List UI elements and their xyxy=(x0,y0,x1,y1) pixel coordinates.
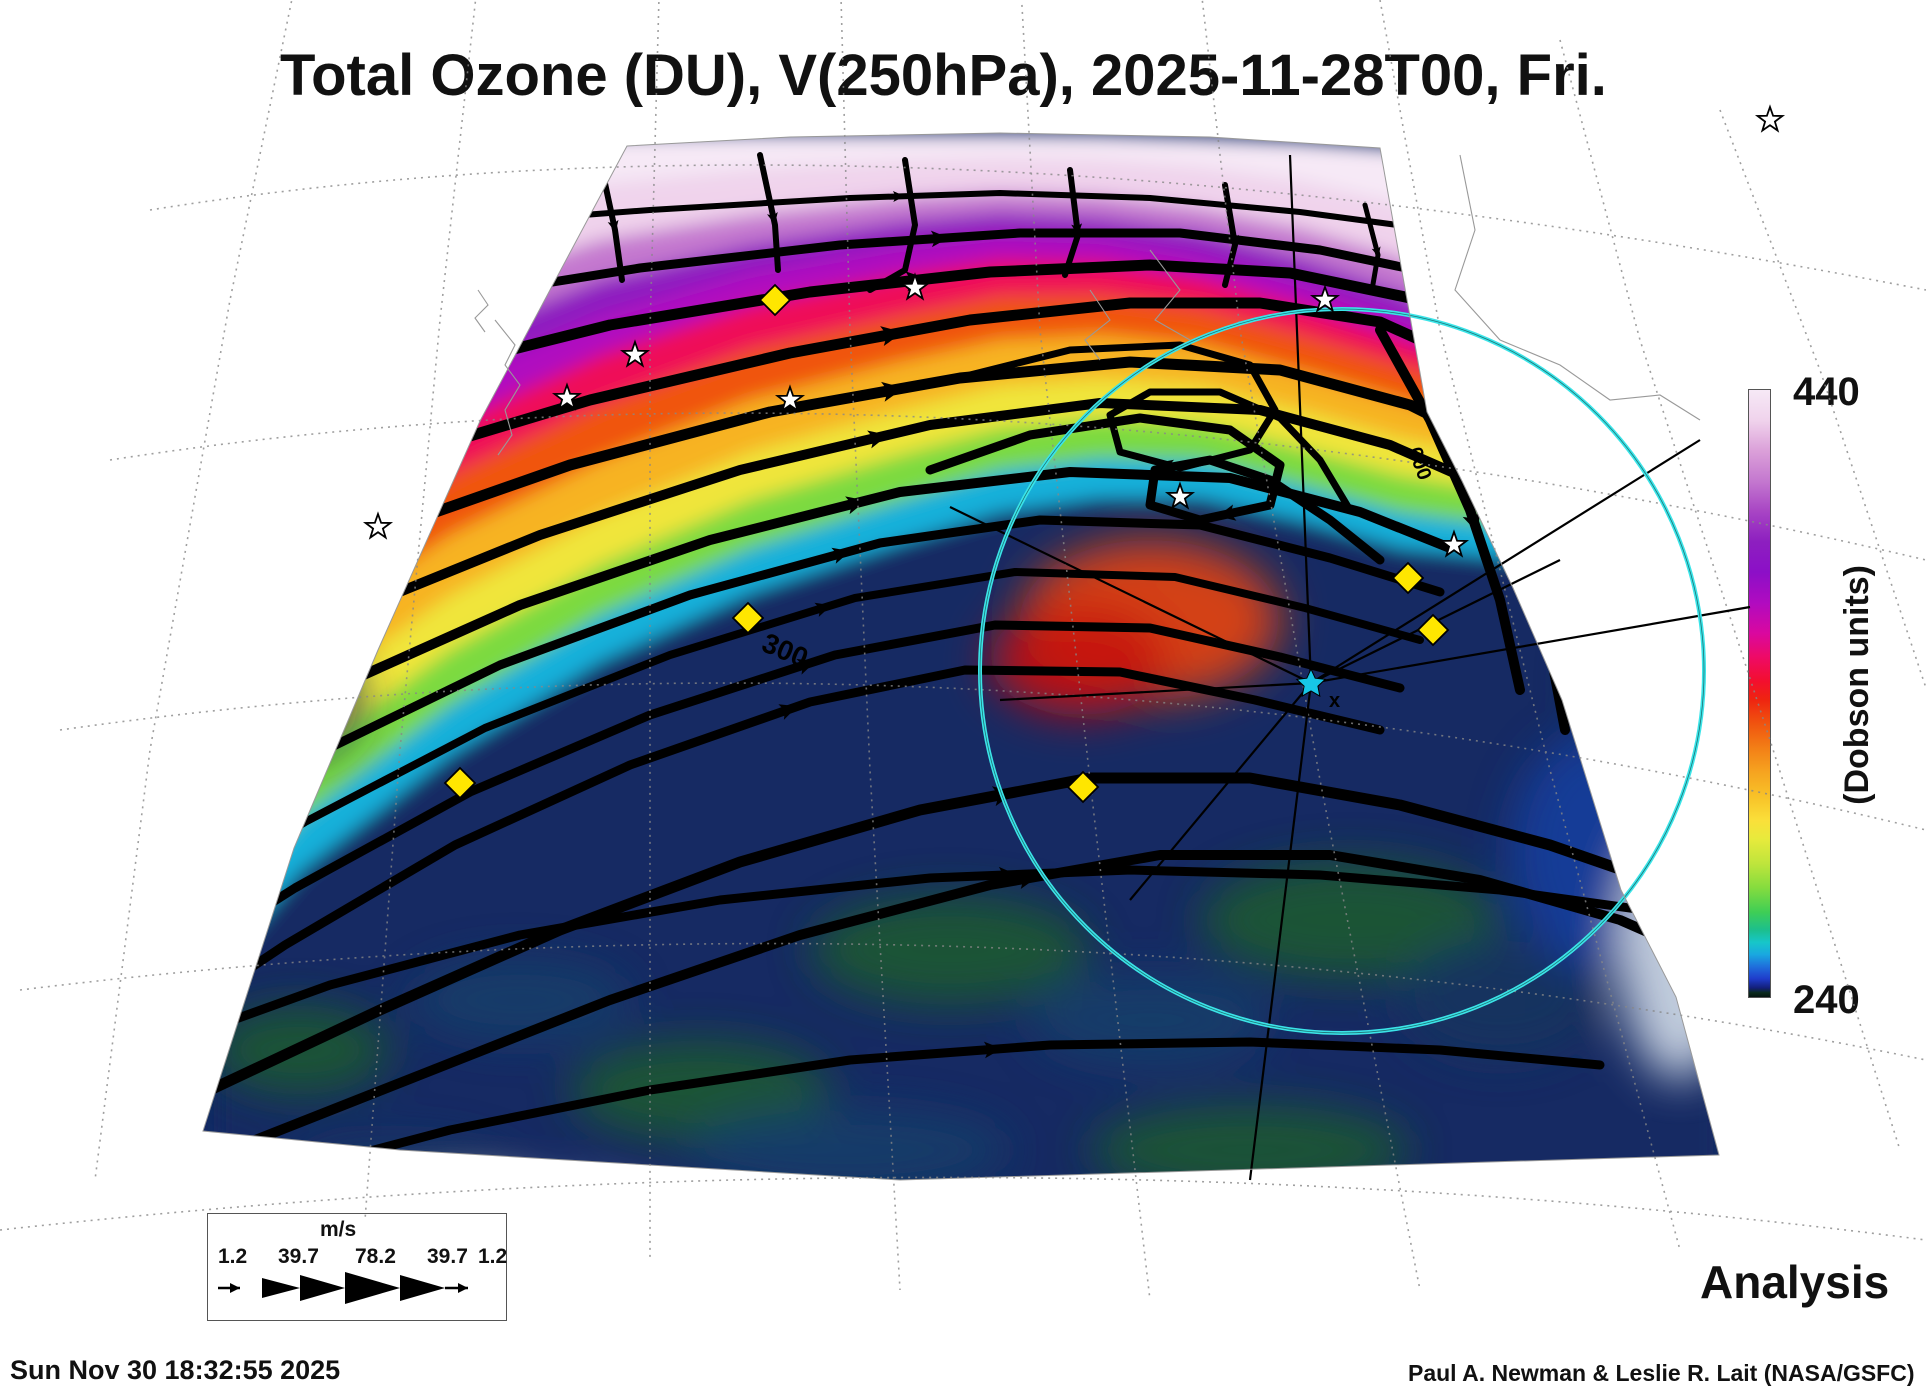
svg-text:x: x xyxy=(1329,690,1340,712)
